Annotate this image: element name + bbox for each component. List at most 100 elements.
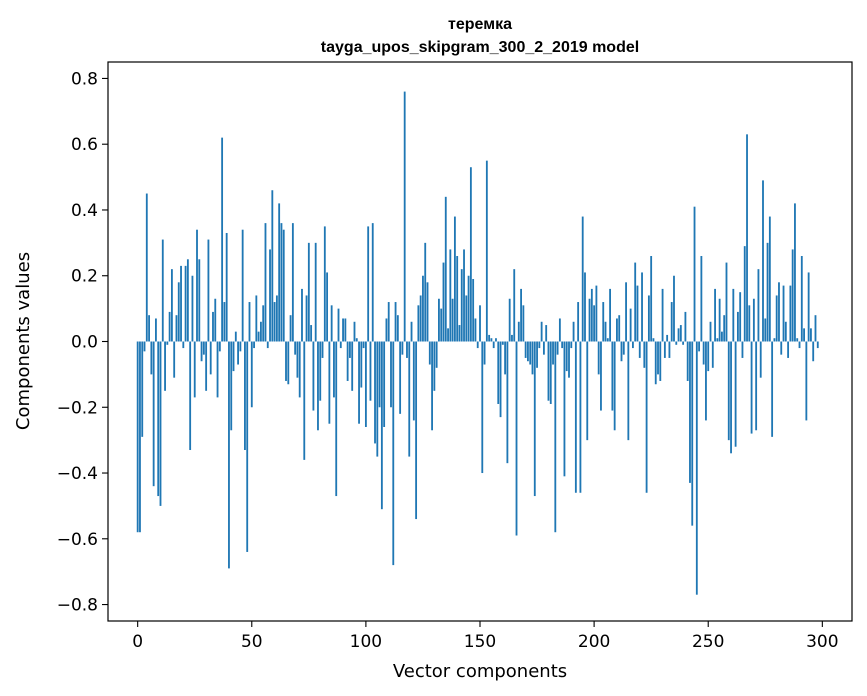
bar-107	[380, 341, 383, 510]
bar-120	[410, 321, 413, 342]
bar-140	[456, 256, 459, 342]
bar-288	[794, 203, 796, 342]
bar-268	[748, 305, 751, 342]
bar-256	[721, 331, 723, 342]
x-tick-label: 200	[578, 632, 610, 652]
bar-229	[659, 341, 662, 381]
bar-190	[570, 341, 573, 349]
bar-117	[403, 91, 406, 342]
bar-0	[136, 341, 139, 533]
bar-65	[285, 341, 287, 381]
bar-290	[798, 341, 801, 349]
bar-135	[444, 196, 447, 342]
bar-5	[148, 315, 150, 342]
bar-284	[784, 321, 787, 342]
bar-97	[358, 341, 360, 424]
bar-129	[431, 341, 433, 431]
bar-78	[314, 242, 317, 342]
bar-136	[447, 328, 449, 342]
bar-71	[298, 341, 301, 398]
y-tick-label: 0.0	[71, 333, 98, 353]
bar-298	[816, 341, 819, 349]
x-tick-label: 250	[692, 632, 724, 652]
bar-34	[214, 298, 217, 342]
bar-289	[796, 338, 799, 342]
bar-142	[460, 269, 463, 342]
bar-56	[264, 223, 267, 342]
bar-291	[800, 256, 803, 342]
bar-221	[641, 272, 643, 342]
bar-267	[746, 134, 748, 342]
bar-8	[155, 318, 157, 342]
bar-275	[764, 318, 767, 342]
bar-292	[803, 328, 805, 342]
bar-226	[652, 338, 655, 342]
bar-84	[328, 341, 331, 424]
bar-287	[791, 249, 794, 342]
bar-245	[695, 341, 698, 595]
bar-28	[200, 341, 203, 362]
bar-175	[536, 341, 538, 368]
bar-177	[540, 321, 543, 342]
bar-163	[508, 298, 511, 342]
bar-214	[625, 282, 627, 342]
bar-274	[762, 180, 764, 342]
bar-41	[230, 341, 233, 431]
bar-31	[207, 239, 210, 342]
bar-114	[396, 315, 399, 342]
bar-62	[278, 203, 281, 342]
bar-45	[239, 341, 242, 352]
bar-187	[563, 341, 566, 477]
bar-91	[344, 318, 347, 342]
bar-27	[198, 259, 201, 342]
bar-119	[408, 341, 411, 457]
bar-145	[467, 275, 470, 342]
bar-233	[668, 341, 671, 358]
bar-249	[705, 341, 707, 421]
bar-115	[399, 341, 402, 414]
bar-89	[339, 341, 342, 349]
bar-48	[246, 341, 249, 552]
bar-110	[387, 302, 390, 342]
bar-37	[221, 137, 224, 342]
bar-227	[654, 341, 657, 385]
bar-260	[730, 341, 732, 454]
bar-12	[164, 341, 166, 391]
bar-130	[433, 341, 436, 391]
bar-19	[180, 265, 182, 342]
bar-295	[810, 328, 812, 342]
bar-series	[136, 91, 819, 595]
bar-92	[346, 341, 349, 381]
bar-22	[186, 259, 189, 342]
bar-80	[319, 341, 322, 401]
bar-279	[773, 338, 776, 342]
bar-72	[301, 288, 303, 342]
bar-139	[453, 216, 456, 342]
bar-234	[670, 302, 673, 342]
bar-81	[321, 341, 324, 358]
bar-262	[734, 341, 737, 447]
bar-90	[342, 318, 344, 342]
bar-180	[547, 341, 550, 401]
bar-278	[771, 341, 774, 437]
bar-122	[415, 341, 418, 520]
y-tick-label: −0.2	[57, 398, 98, 418]
bar-42	[232, 341, 235, 372]
bar-151	[481, 341, 484, 474]
bar-105	[376, 341, 379, 457]
bar-161	[504, 341, 507, 375]
bar-282	[780, 341, 783, 355]
bar-201	[595, 285, 598, 342]
bar-183	[554, 341, 557, 533]
bar-101	[367, 226, 370, 342]
bar-167	[517, 321, 520, 342]
bar-51	[253, 341, 255, 349]
y-tick-label: −0.6	[57, 530, 98, 550]
bar-252	[711, 341, 714, 368]
bar-173	[531, 341, 534, 375]
bar-116	[401, 341, 404, 355]
x-tick-label: 300	[806, 632, 838, 652]
bar-25	[193, 341, 196, 398]
bar-281	[778, 282, 780, 342]
bar-134	[442, 262, 445, 342]
